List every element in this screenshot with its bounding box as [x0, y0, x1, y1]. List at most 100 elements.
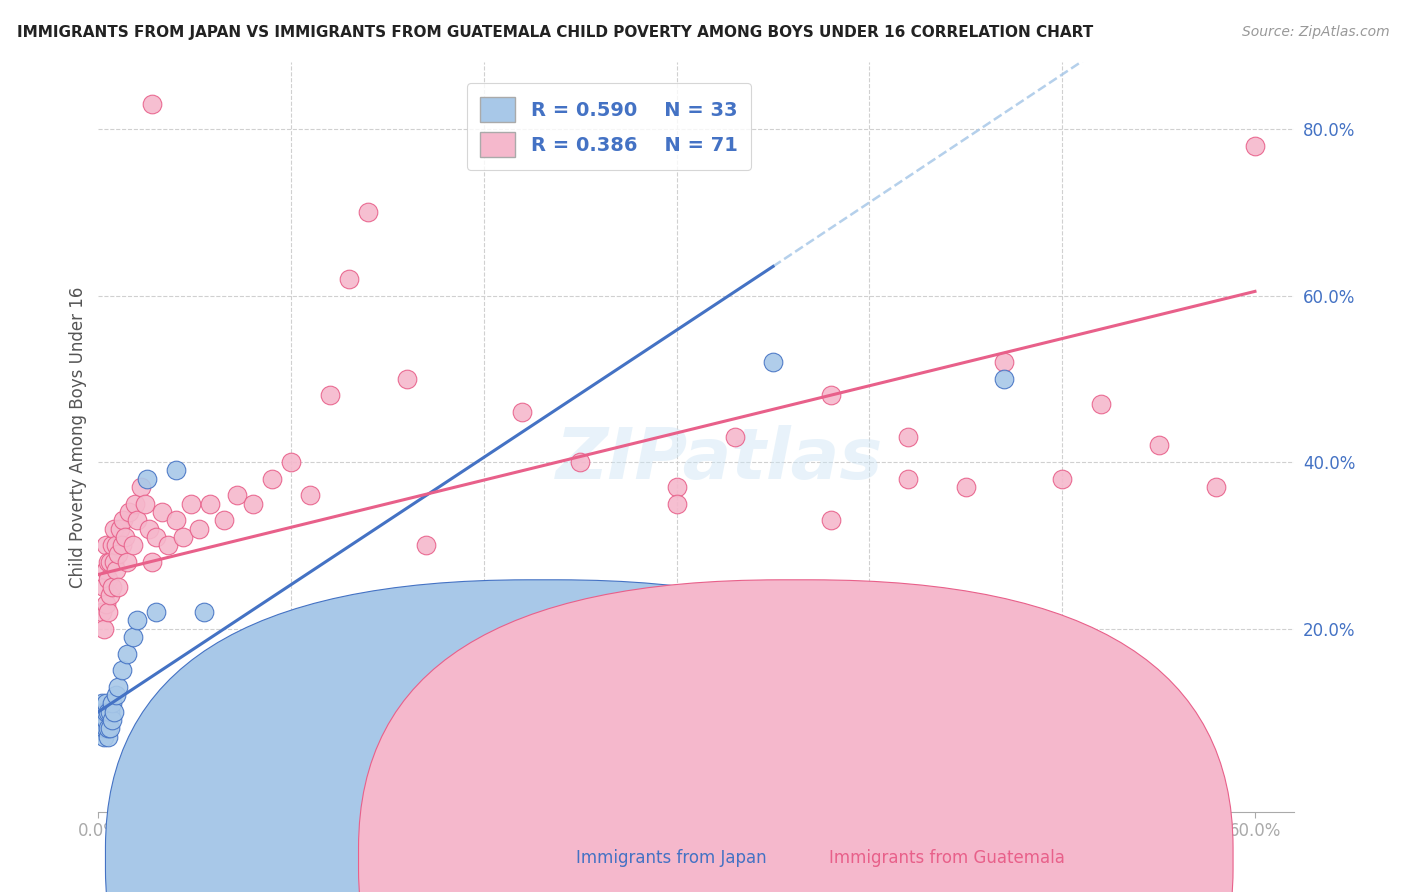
Point	[93, 622, 115, 636]
Point	[569, 455, 592, 469]
Point	[97, 722, 120, 736]
Point	[94, 597, 117, 611]
Point	[156, 538, 179, 552]
Point	[665, 480, 688, 494]
Point	[107, 547, 129, 561]
Point	[260, 472, 283, 486]
Point	[165, 463, 187, 477]
Point	[319, 388, 342, 402]
Point	[200, 497, 222, 511]
Point	[993, 372, 1015, 386]
Point	[150, 505, 173, 519]
Point	[141, 97, 163, 112]
Point	[93, 705, 115, 719]
Point	[117, 647, 139, 661]
Point	[337, 272, 360, 286]
Point	[104, 563, 127, 577]
Point	[415, 538, 437, 552]
Point	[226, 488, 249, 502]
Text: IMMIGRANTS FROM JAPAN VS IMMIGRANTS FROM GUATEMALA CHILD POVERTY AMONG BOYS UNDE: IMMIGRANTS FROM JAPAN VS IMMIGRANTS FROM…	[17, 25, 1092, 40]
Point	[145, 530, 167, 544]
Point	[103, 522, 125, 536]
Point	[110, 663, 132, 677]
Point	[1147, 438, 1170, 452]
Point	[104, 688, 127, 702]
Point	[94, 563, 117, 577]
Point	[1090, 397, 1112, 411]
Point	[101, 538, 124, 552]
Point	[357, 205, 380, 219]
Point	[118, 505, 141, 519]
Point	[94, 697, 117, 711]
Point	[110, 538, 132, 552]
Point	[91, 697, 114, 711]
Point	[897, 472, 920, 486]
Point	[108, 522, 131, 536]
Point	[762, 355, 785, 369]
Point	[91, 713, 114, 727]
Point	[101, 697, 124, 711]
Point	[129, 480, 152, 494]
Point	[94, 722, 117, 736]
Text: Immigrants from Japan: Immigrants from Japan	[534, 849, 766, 867]
Point	[97, 705, 120, 719]
Point	[98, 722, 121, 736]
Point	[820, 388, 842, 402]
Point	[117, 555, 139, 569]
Point	[93, 730, 115, 744]
Point	[94, 538, 117, 552]
Point	[897, 430, 920, 444]
Point	[512, 672, 534, 686]
Point	[212, 513, 235, 527]
Point	[103, 705, 125, 719]
Point	[125, 613, 148, 627]
Point	[1205, 480, 1227, 494]
Text: Source: ZipAtlas.com: Source: ZipAtlas.com	[1241, 25, 1389, 39]
Point	[93, 713, 115, 727]
Point	[91, 605, 114, 619]
Point	[97, 555, 120, 569]
Point	[89, 705, 111, 719]
Point	[104, 538, 127, 552]
Point	[723, 430, 745, 444]
FancyBboxPatch shape	[359, 580, 1233, 892]
Point	[665, 497, 688, 511]
Point	[94, 713, 117, 727]
Point	[138, 522, 160, 536]
Point	[101, 713, 124, 727]
Point	[97, 605, 120, 619]
FancyBboxPatch shape	[105, 580, 980, 892]
Point	[145, 605, 167, 619]
Point	[165, 513, 187, 527]
Point	[98, 588, 121, 602]
Point	[134, 497, 156, 511]
Point	[820, 513, 842, 527]
Point	[135, 472, 157, 486]
Point	[98, 555, 121, 569]
Legend: R = 0.590    N = 33, R = 0.386    N = 71: R = 0.590 N = 33, R = 0.386 N = 71	[467, 83, 751, 170]
Point	[180, 497, 202, 511]
Point	[453, 647, 475, 661]
Point	[955, 480, 977, 494]
Point	[627, 663, 650, 677]
Point	[112, 513, 135, 527]
Point	[94, 705, 117, 719]
Point	[395, 372, 418, 386]
Point	[125, 513, 148, 527]
Text: ZIPatlas: ZIPatlas	[557, 425, 883, 494]
Point	[187, 522, 209, 536]
Point	[993, 355, 1015, 369]
Point	[107, 680, 129, 694]
Point	[124, 497, 146, 511]
Text: Immigrants from Guatemala: Immigrants from Guatemala	[787, 849, 1066, 867]
Point	[1050, 472, 1073, 486]
Point	[242, 497, 264, 511]
Point	[122, 538, 145, 552]
Point	[141, 555, 163, 569]
Point	[97, 572, 120, 586]
Point	[1244, 138, 1267, 153]
Point	[512, 405, 534, 419]
Point	[107, 580, 129, 594]
Y-axis label: Child Poverty Among Boys Under 16: Child Poverty Among Boys Under 16	[69, 286, 87, 588]
Point	[172, 530, 194, 544]
